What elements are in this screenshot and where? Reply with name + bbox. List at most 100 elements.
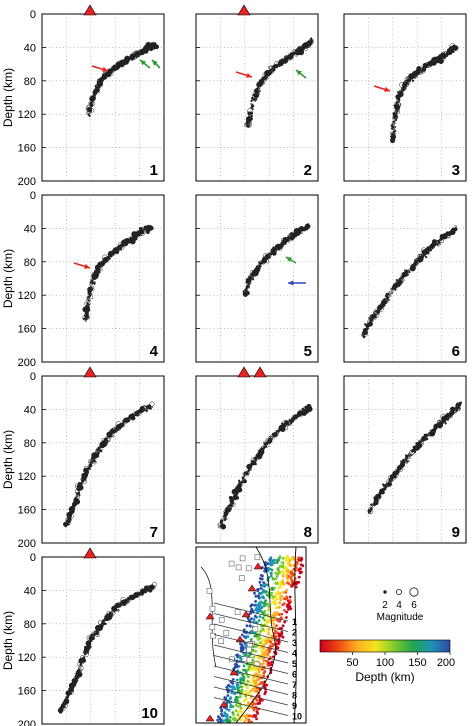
map-epicenter <box>281 556 285 560</box>
hypocenter-point <box>82 317 86 320</box>
map-epicenter <box>261 595 265 599</box>
map-epicenter <box>247 619 251 622</box>
map-epicenter <box>284 591 288 594</box>
hypocenter-point <box>450 232 453 235</box>
hypocenter-point <box>251 105 254 108</box>
hypocenter-point <box>301 50 304 53</box>
map-epicenter <box>221 714 224 717</box>
hypocenter-point <box>443 234 446 237</box>
hypocenter-point <box>108 614 111 618</box>
hypocenter-point <box>144 225 148 229</box>
hypocenter-point <box>281 427 284 430</box>
map-epicenter <box>289 607 293 611</box>
panel-frame <box>41 375 165 544</box>
hypocenter-point <box>294 414 297 417</box>
map-epicenter <box>236 696 240 699</box>
map-epicenter <box>283 620 287 624</box>
profile-line <box>213 613 289 632</box>
hypocenter-point <box>418 440 424 447</box>
hypocenter-point <box>446 231 451 237</box>
map-epicenter <box>283 609 286 612</box>
map-epicenter <box>278 640 281 644</box>
hypocenter-point <box>103 444 106 447</box>
volcano-marker <box>83 366 97 378</box>
hypocenter-point <box>254 94 257 97</box>
map-epicenter <box>258 580 262 584</box>
map-epicenter <box>275 597 279 601</box>
map-epicenter <box>277 566 280 570</box>
hypocenter-point <box>253 457 256 460</box>
hypocenter-point <box>280 242 283 246</box>
map-epicenter <box>281 635 285 639</box>
hypocenter-point <box>288 54 294 60</box>
hypocenter-point <box>431 242 435 245</box>
map-epicenter <box>240 691 244 694</box>
hypocenter-point <box>393 286 396 290</box>
hypocenter-point <box>73 504 76 507</box>
hypocenter-point <box>278 64 281 68</box>
map-epicenter <box>248 624 252 628</box>
map-epicenter <box>258 646 262 650</box>
hypocenter-point <box>90 104 93 107</box>
hypocenter-point <box>400 460 403 464</box>
hypocenter-point <box>141 590 144 593</box>
map-epicenter <box>242 628 246 632</box>
hypocenter-point <box>234 488 237 491</box>
colorbar-tick-label: 150 <box>408 657 426 669</box>
map-epicenter <box>275 624 278 627</box>
map-epicenter <box>254 683 258 687</box>
hypocenter-point <box>402 458 406 461</box>
hypocenter-point <box>110 70 113 74</box>
map-volcano <box>253 562 263 570</box>
map-epicenter <box>231 688 234 691</box>
hypocenter-point <box>417 257 421 260</box>
hypocenter-point <box>252 93 255 97</box>
hypocenter-point <box>99 627 103 630</box>
hypocenter-point <box>291 52 295 56</box>
hypocenter-point <box>75 499 79 502</box>
hypocenter-point <box>115 421 122 428</box>
profile-line-label: 7 <box>292 680 297 690</box>
hypocenter-point <box>97 625 100 629</box>
hypocenter-point <box>261 78 264 81</box>
hypocenter-point <box>268 65 273 70</box>
hypocenter-point <box>96 268 99 271</box>
map-epicenter <box>281 580 285 584</box>
map-epicenter <box>267 618 270 622</box>
hypocenter-point <box>396 101 399 105</box>
y-tick-label: 200 <box>18 357 36 369</box>
colorbar-tick-label: 100 <box>376 657 394 669</box>
map-epicenter <box>237 710 241 714</box>
hypocenter-point <box>251 97 254 100</box>
hypocenter-point <box>265 75 269 79</box>
map-epicenter <box>222 719 225 723</box>
hypocenter-point <box>269 252 273 255</box>
map-epicenter <box>227 683 230 687</box>
map-epicenter <box>258 615 262 618</box>
hypocenter-point <box>374 317 377 320</box>
map-epicenter <box>297 556 300 559</box>
map-epicenter <box>229 696 233 700</box>
station-marker <box>254 554 261 560</box>
hypocenter-point <box>250 102 253 106</box>
map-epicenter <box>216 718 220 722</box>
hypocenter-point <box>94 85 97 88</box>
hypocenter-point <box>285 54 292 61</box>
hypocenter-point <box>136 52 139 56</box>
map-epicenter <box>231 705 235 708</box>
hypocenter-point <box>283 241 287 245</box>
profile-panel-5: 5 <box>195 194 319 363</box>
map-epicenter <box>253 603 257 607</box>
hypocenter-point <box>440 52 444 55</box>
hypocenter-point <box>386 292 389 295</box>
volcano-marker <box>83 4 97 16</box>
map-epicenter <box>254 650 258 653</box>
panel-number: 4 <box>150 343 159 360</box>
map-epicenter <box>256 678 260 682</box>
hypocenter-point <box>131 239 134 242</box>
hypocenter-point <box>366 325 369 328</box>
hypocenter-point <box>94 454 97 457</box>
